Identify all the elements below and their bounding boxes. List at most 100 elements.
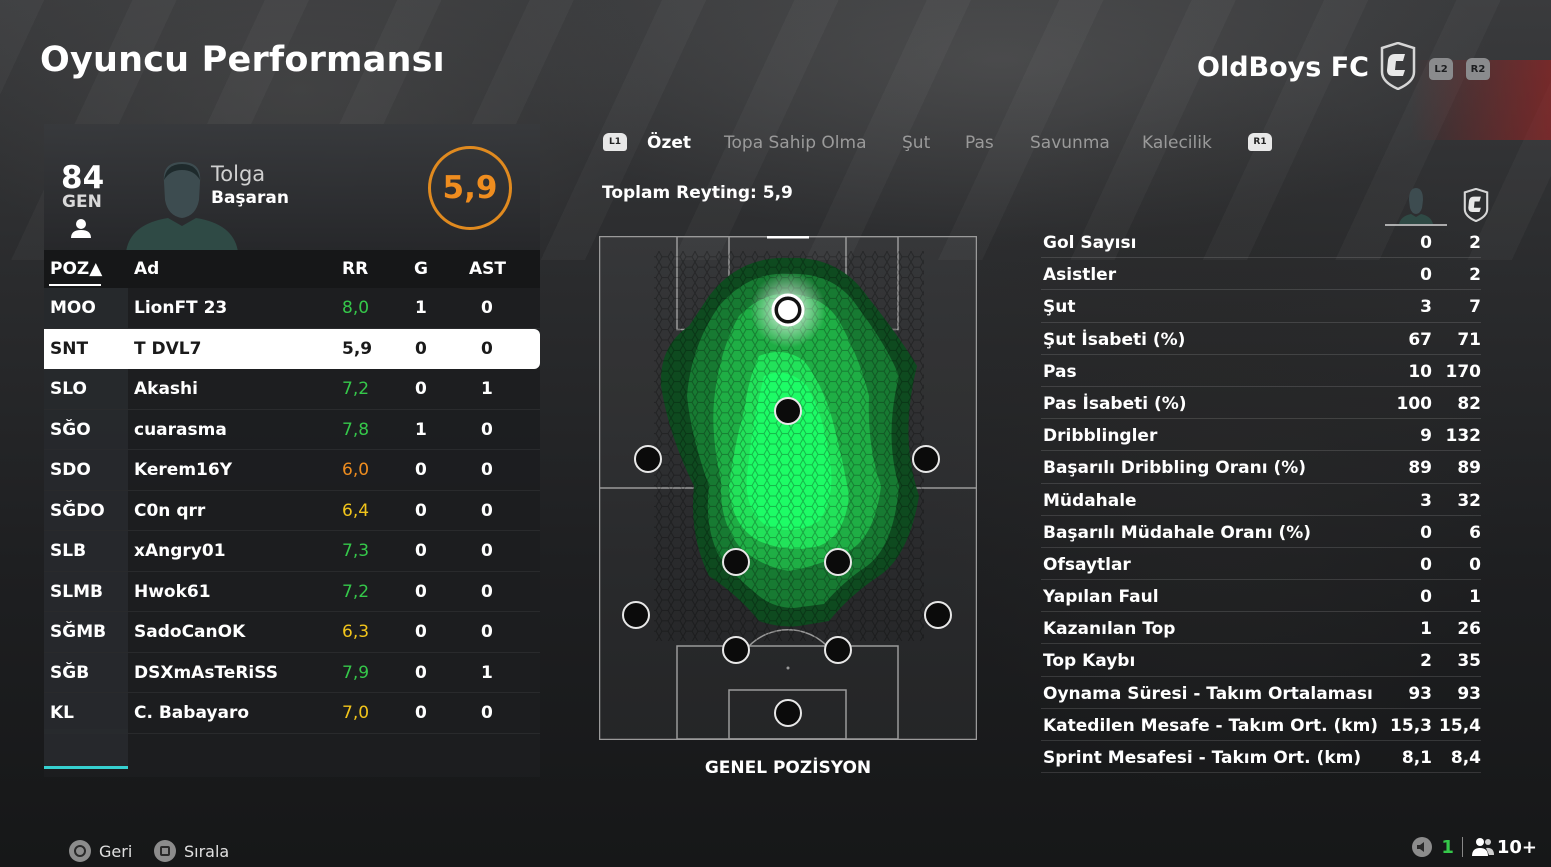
stat-team-value: 32: [1457, 490, 1481, 511]
stat-label: Top Kaybı: [1043, 651, 1136, 672]
player-position: SĞO: [50, 419, 91, 440]
player-assists: 0: [481, 541, 493, 561]
sort-label: Sırala: [184, 841, 230, 861]
stat-player-value: 0: [1420, 522, 1432, 543]
player-rows: MOO LionFT 23 8,0 1 0 SNT T DVL7 5,9 0 0 SLO Akashi…: [44, 288, 540, 734]
column-header-name[interactable]: Ad: [134, 259, 160, 279]
player-goals: 0: [415, 460, 427, 480]
table-row[interactable]: SĞDO C0n qrr 6,4 0 0: [44, 490, 540, 531]
stat-player-value: 0: [1420, 587, 1432, 608]
tab-pas[interactable]: Pas: [965, 133, 994, 153]
stat-label: Ofsaytlar: [1043, 554, 1131, 575]
player-name: C0n qrr: [134, 500, 206, 521]
tab-savunma[interactable]: Savunma: [1030, 133, 1110, 153]
stat-player-value: 10: [1408, 361, 1432, 382]
player-assists: 0: [481, 703, 493, 723]
table-row[interactable]: SDO Kerem16Y 6,0 0 0: [44, 450, 540, 491]
tab-ozet[interactable]: Özet: [647, 133, 692, 153]
player-first-name: Tolga: [211, 162, 266, 186]
player-position: SĞB: [50, 662, 90, 683]
player-name: xAngry01: [134, 541, 226, 561]
player-name: Kerem16Y: [134, 460, 232, 480]
tab-topa-sahip-olma[interactable]: Topa Sahip Olma: [724, 133, 867, 153]
column-header-rating[interactable]: RR: [342, 259, 369, 279]
players-icon: [1471, 838, 1494, 856]
stat-player-value: 2: [1420, 651, 1432, 672]
stat-team-value: 1: [1469, 587, 1481, 608]
back-button[interactable]: Geri: [69, 840, 132, 862]
player-name: LionFT 23: [134, 298, 228, 318]
l1-button[interactable]: L1: [603, 133, 627, 151]
position-cell-bg: [44, 328, 128, 368]
stat-label: Gol Sayısı: [1043, 233, 1137, 253]
player-goals: 0: [415, 541, 427, 561]
r2-button[interactable]: R2: [1466, 58, 1490, 80]
mute-icon[interactable]: [1411, 836, 1433, 858]
stat-team-value: 71: [1457, 329, 1481, 350]
person-icon: [71, 219, 91, 238]
player-assists: 0: [481, 460, 493, 480]
stat-label: Asistler: [1043, 265, 1117, 286]
player-position: MOO: [50, 298, 96, 318]
stat-row: Top Kaybı 2 35: [1041, 644, 1481, 677]
stat-player-value: 0: [1420, 554, 1432, 575]
stat-row: Şut 3 7: [1041, 290, 1481, 323]
stats-column-club-crest-icon: [1463, 188, 1489, 222]
player-position: SNT: [50, 338, 89, 359]
table-row[interactable]: SNT T DVL7 5,9 0 0: [44, 328, 540, 369]
footer-divider: [1461, 837, 1463, 857]
total-rating: Toplam Reyting: 5,9: [602, 183, 793, 203]
circle-button-icon: [69, 840, 91, 862]
player-goals: 0: [415, 581, 427, 602]
column-header-position[interactable]: POZ▲: [50, 259, 103, 279]
stat-player-value: 0: [1420, 265, 1432, 286]
stat-player-value: 0: [1420, 233, 1432, 253]
club-crest-icon[interactable]: [1378, 42, 1418, 90]
stat-team-value: 6: [1469, 522, 1481, 543]
player-position: KL: [50, 703, 75, 723]
stat-row: Asistler 0 2: [1041, 258, 1481, 291]
position-cell-bg: [44, 571, 128, 611]
table-row[interactable]: SĞB DSXmAsTeRiSS 7,9 0 1: [44, 652, 540, 693]
player-rating: 7,9: [342, 662, 370, 683]
selected-player-card: 84 GEN Tolga Başaran 5,9: [44, 124, 540, 250]
r1-button[interactable]: R1: [1248, 133, 1272, 151]
tab-sut[interactable]: Şut: [902, 133, 931, 153]
player-goals: 0: [415, 662, 427, 683]
stat-player-value: 9: [1420, 426, 1432, 447]
table-row[interactable]: SLB xAngry01 7,3 0 0: [44, 531, 540, 572]
stat-label: Müdahale: [1043, 490, 1137, 511]
player-goals: 0: [415, 379, 427, 399]
stat-team-value: 15,4: [1439, 715, 1481, 736]
stat-label: Sprint Mesafesi - Takım Ort. (km): [1043, 748, 1362, 768]
table-row[interactable]: KL C. Babayaro 7,0 0 0: [44, 693, 540, 734]
stat-player-value: 89: [1408, 458, 1432, 479]
player-rating: 7,8: [342, 419, 370, 440]
player-name: C. Babayaro: [134, 703, 250, 723]
column-header-assists[interactable]: AST: [469, 259, 506, 279]
player-position: SĞDO: [50, 500, 105, 521]
table-row[interactable]: MOO LionFT 23 8,0 1 0: [44, 288, 540, 329]
table-row[interactable]: SĞO cuarasma 7,8 1 0: [44, 409, 540, 450]
stat-player-value: 3: [1420, 297, 1432, 318]
player-portrait: [106, 162, 256, 250]
column-header-goals[interactable]: G: [414, 259, 428, 279]
stats-column-player: [1385, 186, 1447, 226]
player-goals: 0: [415, 703, 427, 723]
table-row[interactable]: SLO Akashi 7,2 0 1: [44, 369, 540, 410]
table-row[interactable]: SLMB Hwok61 7,2 0 0: [44, 571, 540, 612]
l2-button[interactable]: L2: [1429, 58, 1453, 80]
list-scroll-indicator[interactable]: [44, 766, 128, 769]
position-cell-bg: [44, 652, 128, 692]
stat-row: Başarılı Müdahale Oranı (%) 0 6: [1041, 516, 1481, 548]
sort-button[interactable]: Sırala: [154, 840, 229, 862]
player-position: SĞMB: [50, 622, 107, 642]
stat-label: Başarılı Dribbling Oranı (%): [1043, 458, 1307, 479]
tab-kalecilik[interactable]: Kalecilik: [1142, 133, 1212, 153]
pitch-caption: GENEL POZİSYON: [704, 758, 872, 778]
stat-label: Başarılı Müdahale Oranı (%): [1043, 522, 1312, 543]
stat-team-value: 8,4: [1450, 748, 1481, 768]
table-row[interactable]: SĞMB SadoCanOK 6,3 0 0: [44, 612, 540, 653]
sort-indicator: [49, 284, 101, 286]
player-rating: 6,3: [342, 622, 370, 642]
